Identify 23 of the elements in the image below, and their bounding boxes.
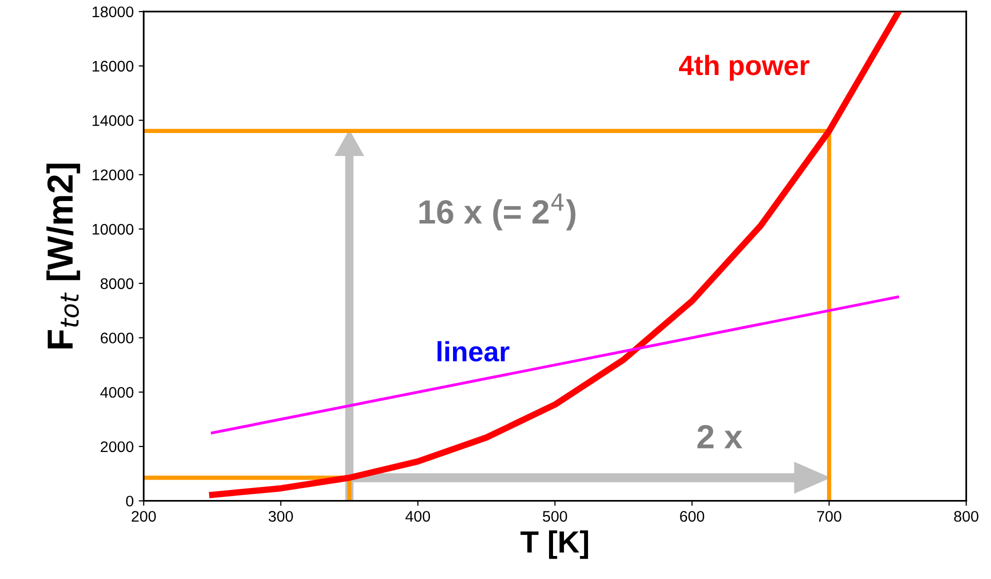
x-tick-label: 200 — [132, 510, 156, 522]
annotation: 2 x — [697, 425, 742, 448]
series-label: 4th power — [678, 54, 810, 81]
x-tick-label: 700 — [817, 510, 842, 522]
x-tick-label: 300 — [268, 510, 293, 522]
x-tick-label: 500 — [542, 510, 568, 522]
y-tick-label: 4000 — [100, 386, 134, 398]
annotation: 16 x (= 2$^{4}$) — [419, 194, 576, 230]
x-tick-label: 400 — [405, 510, 430, 522]
y-tick-label: 14000 — [92, 115, 134, 126]
x-tick-label: 800 — [954, 510, 978, 522]
y-tick-label: 0 — [126, 496, 134, 507]
x-axis-title: T [K] — [520, 530, 588, 559]
x-tick-label: 600 — [680, 510, 704, 522]
y-axis-title: F$_{tot}$ [W/m2] — [46, 164, 80, 348]
series-label: linear — [438, 341, 510, 362]
y-tick-label: 6000 — [100, 332, 134, 344]
y-tick-label: 18000 — [92, 6, 134, 18]
y-tick-label: 2000 — [100, 441, 134, 452]
y-tick-label: 12000 — [92, 170, 134, 180]
y-tick-label: 8000 — [100, 278, 134, 290]
y-tick-label: 10000 — [92, 224, 134, 235]
y-tick-label: 16000 — [92, 60, 134, 72]
